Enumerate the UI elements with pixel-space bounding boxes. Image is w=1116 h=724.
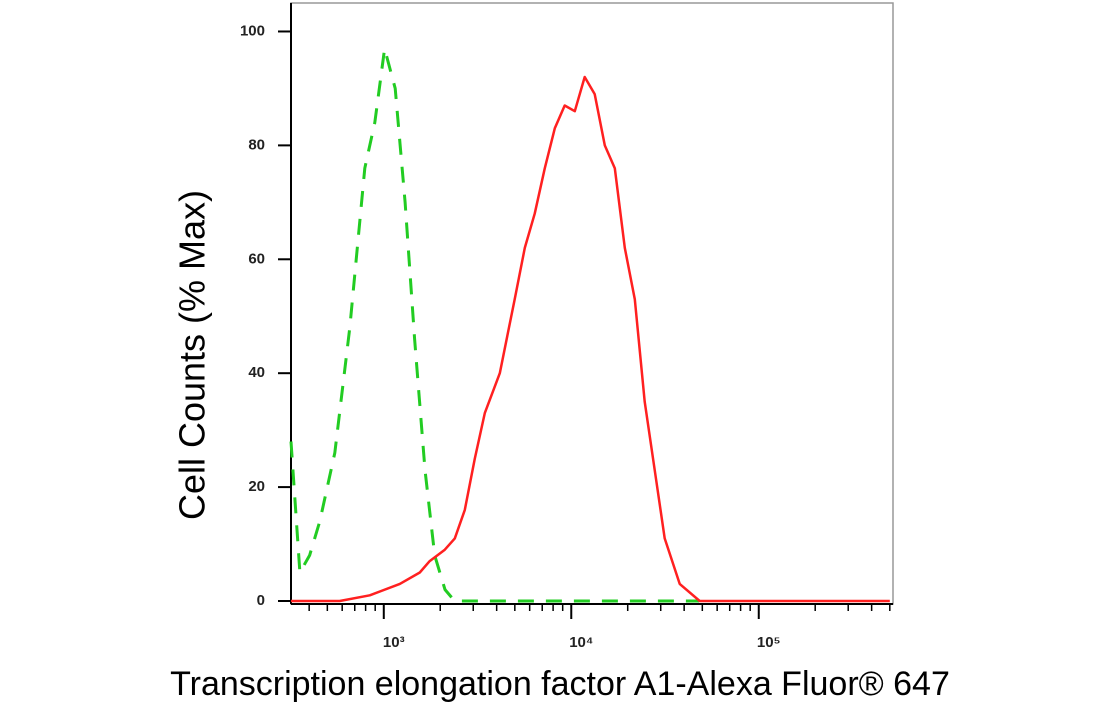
x-tick-label: 10⁵ (757, 634, 781, 651)
x-tick-label: 10³ (383, 634, 405, 651)
y-axis-label: Cell Counts (% Max) (172, 190, 213, 520)
y-tick-label: 20 (248, 478, 265, 495)
x-tick-label: 10⁴ (569, 634, 593, 651)
y-tick-label: 40 (248, 364, 265, 381)
y-tick-label: 100 (240, 22, 265, 39)
plot-frame (290, 2, 894, 605)
histogram-line (291, 75, 890, 603)
y-tick-label: 80 (248, 136, 265, 153)
y-tick-label: 60 (248, 250, 265, 267)
x-axis-label: Transcription elongation factor A1-Alexa… (170, 665, 950, 703)
y-tick-label: 0 (257, 592, 265, 609)
histogram-line (289, 47, 699, 603)
